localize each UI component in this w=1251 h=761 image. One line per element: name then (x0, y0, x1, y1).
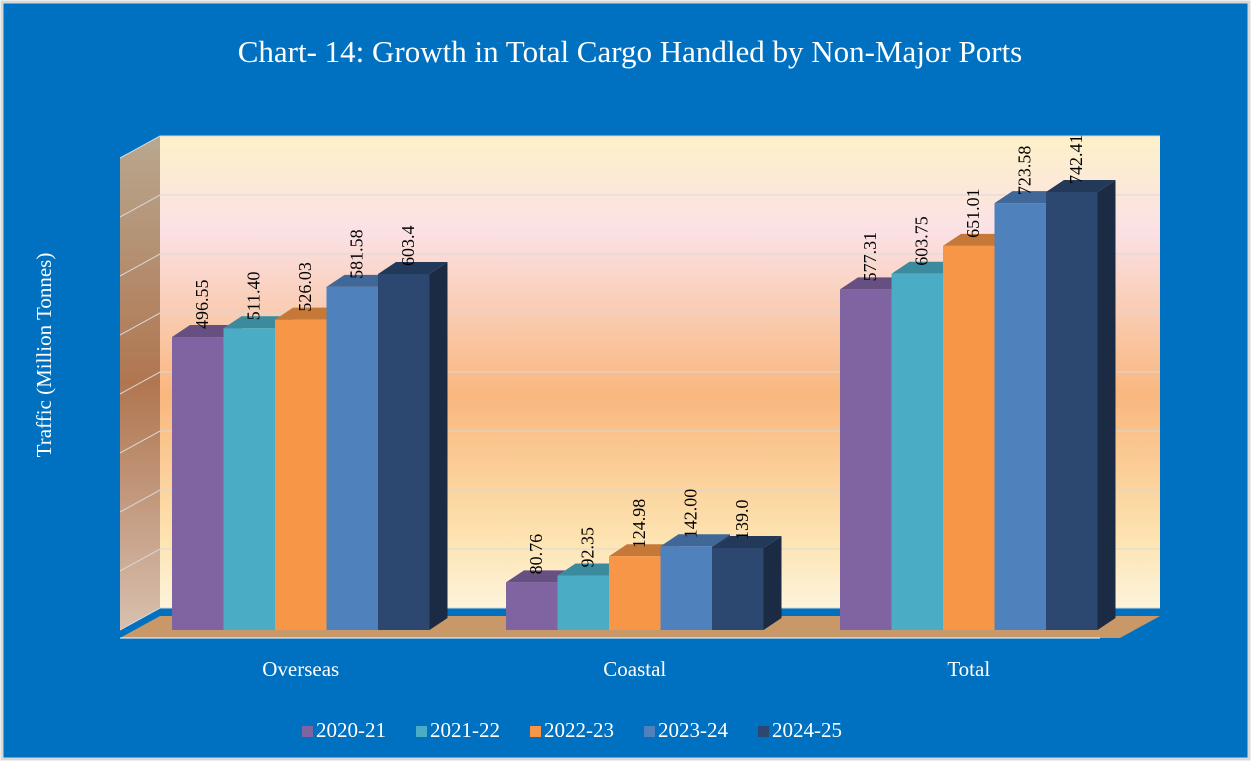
bar (378, 273, 430, 630)
bar-top (378, 261, 448, 274)
bar-side (763, 535, 782, 630)
legend-swatch (416, 726, 427, 737)
legend-swatch (758, 726, 769, 737)
legend-label: 2020-21 (316, 718, 386, 742)
bar (840, 289, 892, 630)
legend-label: 2021-22 (430, 718, 500, 742)
bar (275, 319, 327, 630)
grid-line (119, 489, 1160, 513)
grid-line (119, 253, 1160, 277)
bar (712, 547, 764, 630)
legend-label: 2024-25 (772, 718, 842, 742)
data-label: 603.4 (398, 225, 418, 266)
bar-side (429, 261, 448, 630)
data-label: 526.03 (295, 262, 315, 312)
legend-swatch (530, 726, 541, 737)
bar (660, 546, 712, 630)
data-label: 742.41 (1066, 134, 1086, 184)
x-tick-label: Coastal (603, 657, 666, 681)
legend-label: 2022-23 (544, 718, 614, 742)
bar (994, 203, 1046, 630)
grid-line (119, 607, 1160, 631)
data-label: 577.31 (860, 232, 880, 282)
bar-top (1046, 179, 1116, 192)
data-label: 651.01 (963, 188, 983, 238)
bar (326, 286, 378, 630)
bar (609, 556, 661, 630)
data-label: 581.58 (346, 229, 366, 279)
legend-label: 2023-24 (658, 718, 728, 742)
bar-top (712, 535, 782, 548)
bar (223, 328, 275, 630)
bar-top (660, 534, 730, 547)
legend-swatch (644, 726, 655, 737)
bar (557, 575, 609, 630)
bar (172, 337, 224, 630)
chart-title: Chart- 14: Growth in Total Cargo Handled… (238, 34, 1023, 69)
bar (943, 245, 995, 630)
bar (1046, 191, 1098, 631)
data-label: 124.98 (629, 499, 649, 549)
grid-line (119, 430, 1160, 454)
y-axis-label: Traffic (Million Tonnes) (32, 253, 56, 458)
data-label: 139.0 (732, 499, 752, 540)
data-label: 496.55 (192, 280, 212, 330)
grid-line (119, 548, 1160, 572)
data-label: 80.76 (526, 534, 546, 575)
x-tick-label: Total (947, 657, 990, 681)
bar (891, 273, 943, 630)
data-label: 92.35 (577, 527, 597, 568)
data-label: 142.00 (680, 489, 700, 539)
bar (506, 582, 558, 630)
grid-line (119, 135, 1160, 159)
bar-side (1097, 179, 1116, 631)
data-label: 603.75 (911, 216, 931, 266)
grid-line (119, 371, 1160, 395)
x-tick-label: Overseas (262, 657, 339, 681)
grid-line (119, 194, 1160, 218)
data-label: 723.58 (1014, 146, 1034, 196)
legend-swatch (302, 726, 313, 737)
grid-line (119, 312, 1160, 336)
data-label: 511.40 (243, 271, 263, 320)
